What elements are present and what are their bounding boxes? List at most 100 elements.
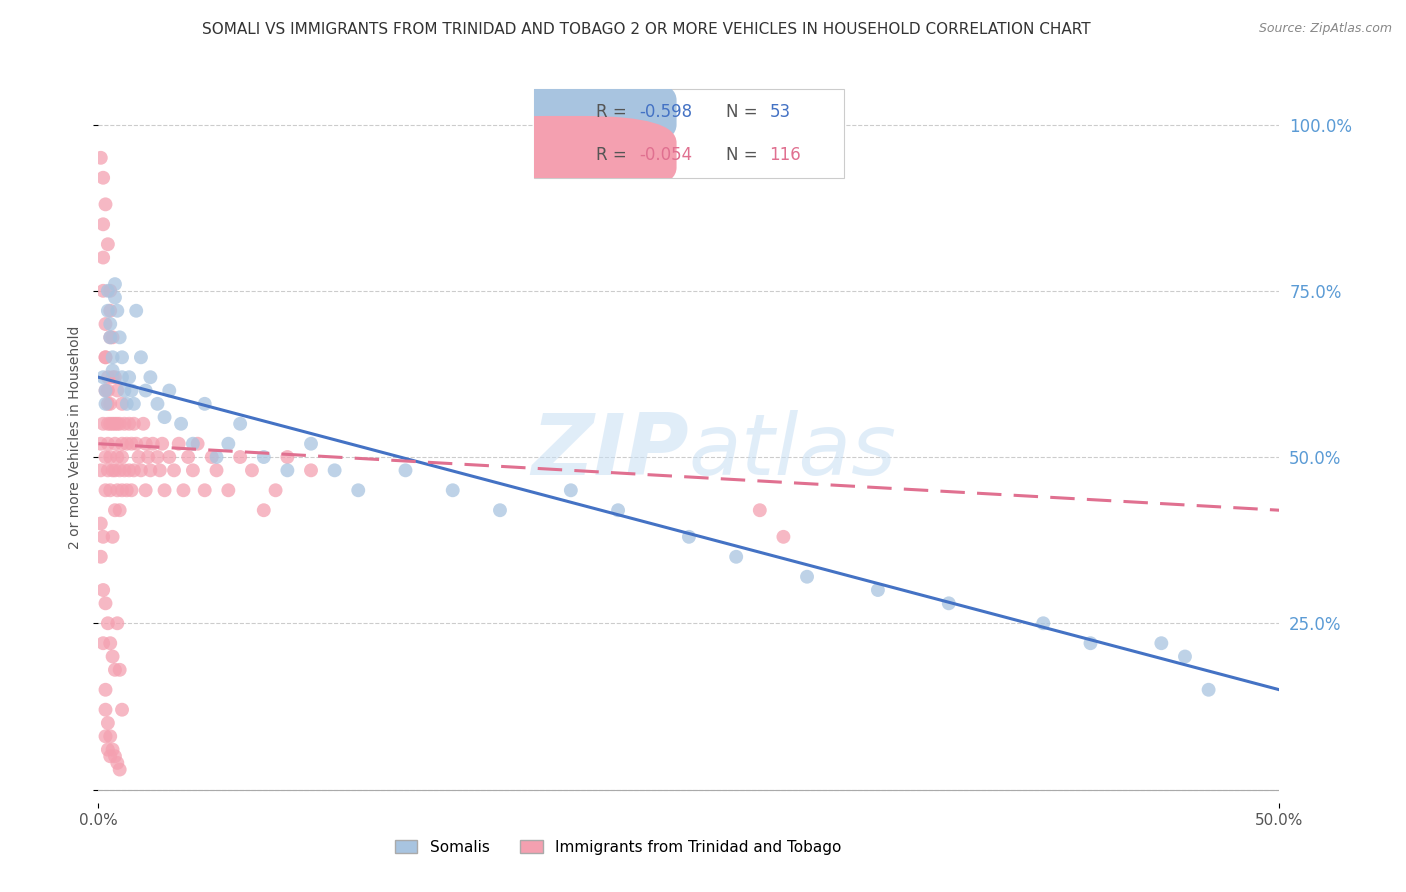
Point [135,436,157,450]
Point [94,483,117,498]
Point [157,384,180,398]
Point [105,450,128,464]
Point [253,450,276,464]
Point [139,463,162,477]
Point [90,436,112,450]
Point [101,330,124,344]
Point [94,384,117,398]
Text: ZIP: ZIP [531,410,689,493]
Point [97,436,120,450]
Point [97,370,120,384]
Point [94,397,117,411]
Point [194,483,217,498]
Point [1150,636,1173,650]
Point [323,463,346,477]
Point [90,151,112,165]
Point [678,530,700,544]
Point [104,277,127,292]
Point [108,503,131,517]
Point [347,483,370,498]
Point [139,370,162,384]
Point [90,516,112,531]
Point [240,463,263,477]
Point [101,463,124,477]
Point [264,483,287,498]
Point [150,436,173,450]
Point [129,351,152,365]
Point [136,450,159,464]
Point [146,450,169,464]
Text: SOMALI VS IMMIGRANTS FROM TRINIDAD AND TOBAGO 2 OR MORE VEHICLES IN HOUSEHOLD CO: SOMALI VS IMMIGRANTS FROM TRINIDAD AND T… [202,22,1091,37]
Point [118,370,141,384]
Point [105,616,128,631]
Point [866,582,889,597]
Point [98,303,121,318]
Point [111,370,134,384]
Point [132,417,155,431]
Point [101,649,124,664]
Point [104,417,127,431]
Point [167,436,190,450]
Point [91,217,114,231]
Text: R =: R = [596,146,633,164]
Point [98,317,121,331]
Point [146,397,169,411]
Point [122,417,145,431]
FancyBboxPatch shape [454,73,676,152]
Point [181,436,204,450]
Text: N =: N = [725,103,763,121]
Point [111,351,134,365]
Point [91,582,114,597]
Point [90,549,112,564]
Point [121,384,143,398]
Point [98,729,121,743]
Point [97,284,120,298]
Point [108,663,131,677]
Point [725,549,748,564]
Point [122,397,145,411]
Point [229,417,252,431]
Point [98,483,121,498]
Point [97,237,120,252]
Point [98,450,121,464]
Point [118,463,141,477]
Point [299,463,322,477]
Point [101,370,124,384]
Text: -0.054: -0.054 [640,146,693,164]
Point [104,290,127,304]
FancyBboxPatch shape [534,89,844,178]
Text: -0.598: -0.598 [640,103,693,121]
Point [111,703,134,717]
Point [163,463,186,477]
Point [187,436,209,450]
Point [229,450,252,464]
Point [98,417,121,431]
Point [125,303,148,318]
Text: N =: N = [725,146,763,164]
Point [772,530,794,544]
Point [1174,649,1197,664]
Point [157,450,180,464]
Point [394,463,416,477]
Text: 53: 53 [769,103,790,121]
Point [97,397,120,411]
Point [135,384,157,398]
Point [97,417,120,431]
Point [796,570,818,584]
Point [94,351,117,365]
Point [97,742,120,756]
FancyBboxPatch shape [454,116,676,194]
Point [108,463,131,477]
Point [101,363,124,377]
Point [98,749,121,764]
Point [153,410,176,425]
Point [748,503,770,517]
Point [149,463,172,477]
Point [205,463,228,477]
Point [115,436,138,450]
Point [135,483,157,498]
Point [101,742,124,756]
Point [91,170,114,185]
Point [91,636,114,650]
Point [115,483,138,498]
